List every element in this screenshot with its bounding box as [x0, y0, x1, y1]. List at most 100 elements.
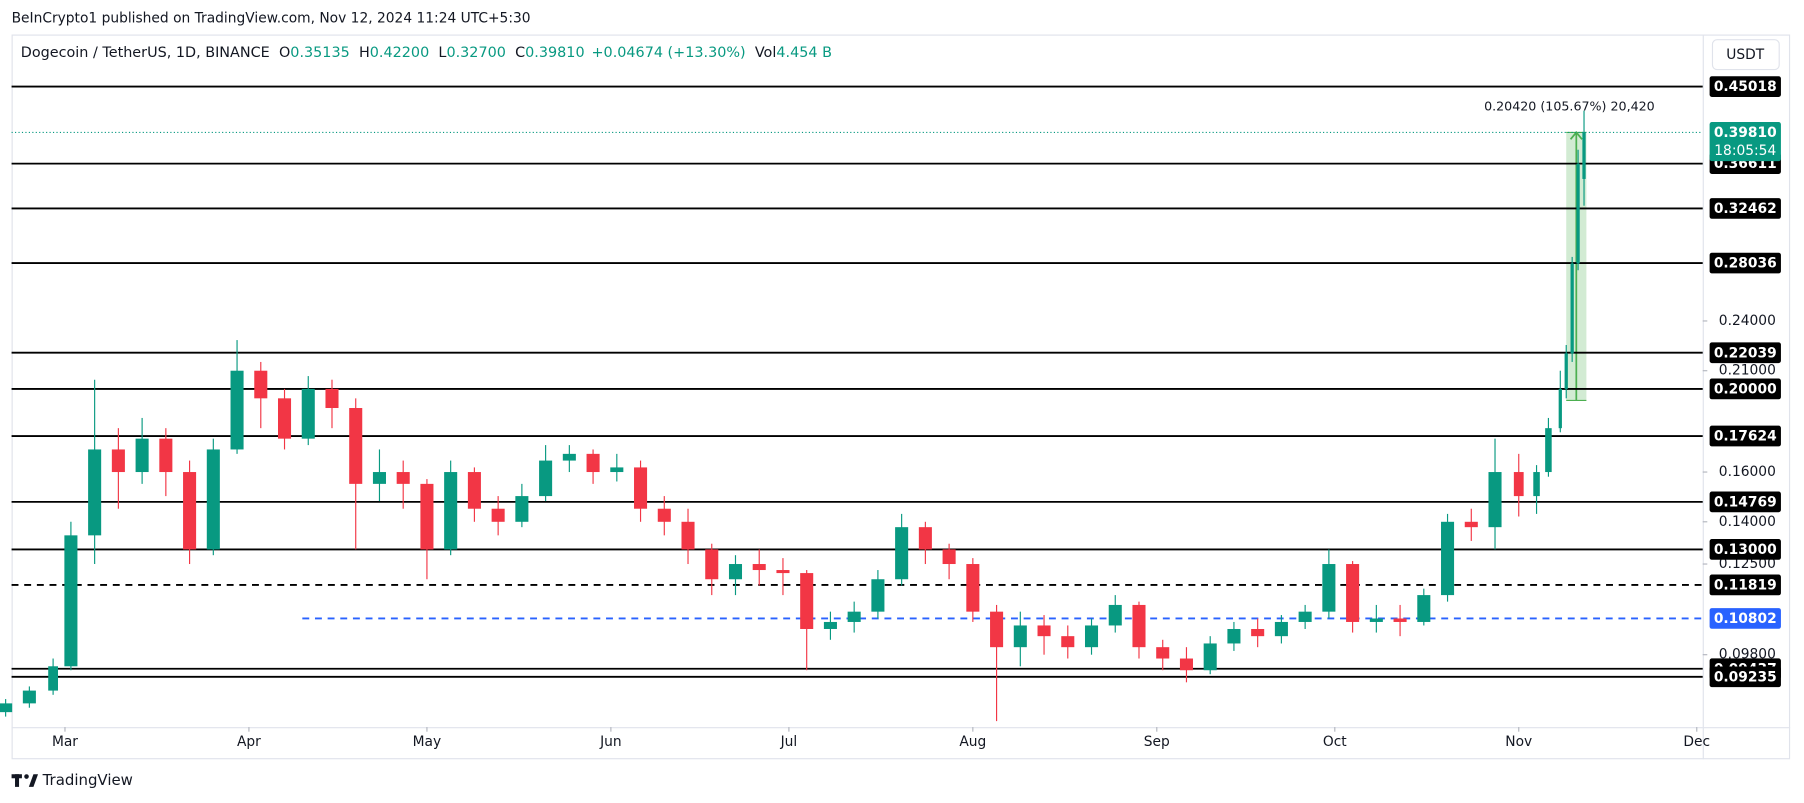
candle-body	[206, 449, 220, 550]
candle-body	[1251, 628, 1265, 637]
candle-body	[230, 370, 244, 450]
level-label-box	[1709, 252, 1781, 274]
level-label-box	[1709, 378, 1781, 400]
candle-body	[1084, 625, 1099, 648]
x-tick-label: Aug	[959, 734, 986, 750]
candle-body	[1013, 625, 1027, 648]
y-tick-label: 0.14000	[1719, 514, 1776, 530]
level-label: 0.22039	[1714, 345, 1777, 361]
level-label-box	[1709, 574, 1781, 596]
candle-body	[88, 449, 102, 536]
candle-body	[895, 527, 909, 580]
level-label: 0.13000	[1714, 542, 1777, 558]
candle-body	[111, 449, 125, 473]
candle-body	[1156, 647, 1170, 659]
candle-body	[847, 611, 861, 622]
y-tick-label: 0.12500	[1719, 556, 1776, 572]
candle-body	[64, 535, 78, 667]
candle-body	[1576, 163, 1580, 264]
logo-mark	[15, 774, 20, 787]
level-label-box	[1709, 198, 1781, 219]
candle-body	[1533, 472, 1540, 497]
candle-body	[183, 472, 197, 550]
panel-frame	[11, 34, 1791, 760]
candle-body	[1346, 564, 1360, 622]
legend-item: H	[359, 45, 370, 61]
legend-item: C	[515, 45, 525, 61]
candle-body	[1108, 604, 1122, 626]
level-label-box	[1709, 76, 1781, 97]
legend: Dogecoin / TetherUS, 1D, BINANCE O0.35135…	[21, 45, 832, 61]
level-label-box	[1709, 491, 1781, 513]
candle-body	[1369, 618, 1383, 622]
candle-body	[1037, 625, 1051, 637]
candle-body	[823, 621, 837, 629]
candle-body	[1464, 521, 1478, 528]
candle-body	[942, 549, 956, 565]
x-tick-label: Mar	[52, 734, 78, 750]
y-tick-label: 0.24000	[1719, 313, 1776, 329]
candle-body	[277, 398, 292, 439]
x-tick-label: Apr	[237, 734, 261, 750]
legend-item: 0.42200	[370, 45, 429, 61]
candle-body	[301, 388, 315, 439]
candle-body	[48, 666, 58, 691]
candle-body	[657, 508, 671, 522]
header: BeInCrypto1 published on TradingView.com…	[12, 10, 531, 26]
candle-body	[1203, 643, 1217, 671]
legend-item: Vol	[755, 45, 777, 61]
candle-body	[1513, 472, 1524, 497]
candle-body	[1417, 595, 1431, 622]
candle-body	[1441, 521, 1455, 596]
legend-item: +0.04674 (+13.30%)	[592, 45, 746, 61]
measure-arrowhead	[1569, 131, 1583, 140]
level-label-box	[1709, 425, 1781, 447]
candle-body	[610, 467, 624, 473]
x-tick-label: Sep	[1144, 734, 1170, 750]
x-tick-label: Nov	[1505, 734, 1532, 750]
candle-body	[776, 570, 790, 574]
logo: TradingView	[11, 771, 133, 789]
logo-mark	[24, 774, 29, 779]
legend-item: 0.39810	[525, 45, 584, 61]
candle-body	[491, 508, 505, 522]
measure-label: 0.20420 (105.67%) 20,420	[1484, 99, 1655, 114]
x-tick-label: Dec	[1683, 734, 1710, 750]
level-label: 0.45018	[1714, 79, 1777, 95]
currency-button[interactable]	[1711, 39, 1780, 71]
x-tick-label: Oct	[1323, 734, 1347, 750]
candle-body	[728, 564, 743, 580]
candle-body	[539, 460, 553, 497]
candle-body	[1488, 472, 1502, 528]
candle-body	[918, 527, 932, 550]
candle-body	[1061, 636, 1075, 648]
level-label: 0.09235	[1714, 669, 1777, 685]
level-label-box	[1709, 342, 1781, 364]
candle-body	[159, 438, 173, 473]
legend-item: Dogecoin / TetherUS, 1D, BINANCE	[21, 45, 270, 61]
candle-body	[1274, 621, 1288, 637]
candle-body	[634, 467, 648, 509]
legend-item: L	[438, 45, 446, 61]
candle-body	[1545, 428, 1552, 473]
candle-body	[254, 370, 268, 399]
candle-body	[135, 438, 149, 473]
candle-body	[1393, 618, 1407, 622]
countdown: 18:05:54	[1714, 143, 1776, 159]
x-tick-label: Jul	[780, 734, 798, 750]
x-tick-label: May	[413, 734, 442, 750]
currency[interactable]: USDT	[1726, 47, 1764, 63]
level-label-box	[1709, 666, 1781, 688]
candle-body	[0, 703, 13, 713]
candle-body	[22, 690, 36, 704]
logo-mark	[28, 774, 39, 787]
candle-body	[705, 549, 719, 580]
x-tick-label: Jun	[599, 734, 622, 750]
level-label: 0.17624	[1714, 429, 1777, 445]
level-label: 0.10802	[1714, 611, 1777, 627]
candle-body	[349, 408, 363, 484]
level-label-box	[1709, 539, 1781, 560]
last-price-label: 0.39810	[1714, 125, 1777, 141]
